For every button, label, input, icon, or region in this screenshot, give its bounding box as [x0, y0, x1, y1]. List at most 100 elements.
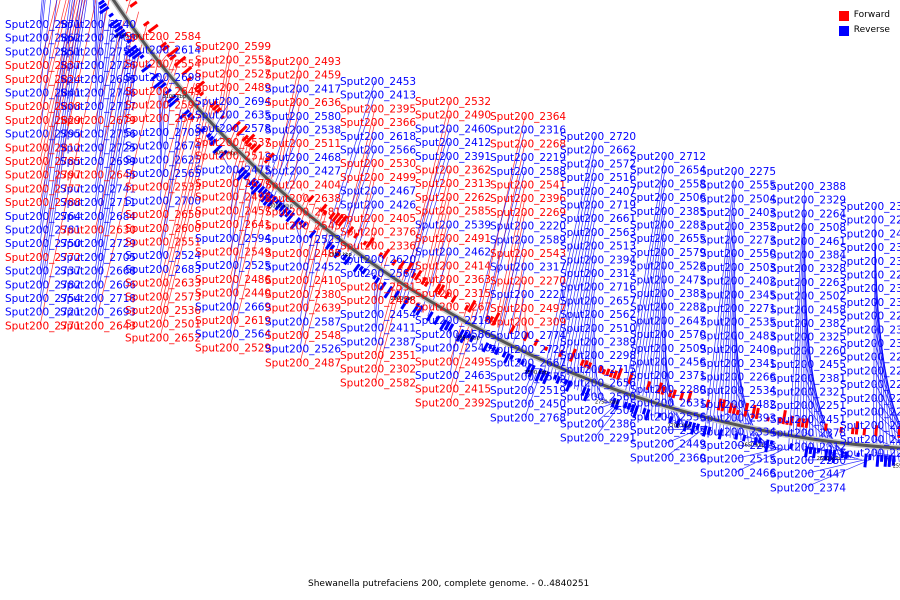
- kbp-tick-label: 2950 kbp: [328, 252, 352, 258]
- gene-label: Sput200_2312: [770, 441, 846, 453]
- leader-line: [159, 107, 217, 338]
- gene-label: Sput200_2641: [195, 219, 271, 231]
- reverse-gene-mark: [582, 387, 591, 402]
- kbp-tick-label: 2800 kbp: [524, 370, 548, 376]
- gene-label: Sput200_2512: [195, 151, 271, 163]
- gene-label: Sput200_2788: [5, 197, 81, 209]
- reverse-gene-mark: [459, 330, 469, 344]
- leader-line: [94, 21, 112, 148]
- reverse-gene-mark: [520, 359, 525, 366]
- reverse-gene-mark: [114, 25, 124, 34]
- gene-label: Sput200_2280: [630, 384, 706, 396]
- forward-gene-mark: [839, 426, 843, 433]
- reverse-gene-mark: [481, 342, 490, 353]
- forward-gene-mark: [543, 346, 549, 352]
- gene-label: Sput200_2459: [265, 70, 341, 82]
- forward-gene-mark: [219, 114, 225, 120]
- gene-label: Sput200_2771: [5, 320, 81, 332]
- leader-line: [299, 184, 302, 191]
- forward-gene-mark: [731, 405, 737, 415]
- gene-label: Sput200_2316: [490, 125, 566, 137]
- gene-label: Sput200_2708: [60, 33, 136, 45]
- leader-line: [495, 184, 526, 323]
- leader-line: [374, 284, 378, 328]
- leader-line: [326, 94, 376, 248]
- forward-gene-mark: [404, 261, 414, 275]
- leader-line: [159, 101, 212, 311]
- gene-label: Sput200_2296: [840, 393, 900, 405]
- leader-line: [715, 212, 736, 435]
- leader-line: [279, 74, 301, 172]
- reverse-gene-mark: [260, 190, 272, 203]
- gene-label: Sput200_2264: [770, 208, 846, 220]
- forward-gene-mark: [420, 277, 427, 286]
- reverse-gene-mark: [641, 407, 647, 415]
- reverse-gene-mark: [108, 12, 114, 18]
- leader-line: [39, 0, 88, 312]
- gene-label: Sput200_2532: [415, 96, 491, 108]
- forward-gene-mark: [450, 294, 457, 304]
- gene-label: Sput200_2677: [195, 178, 271, 190]
- gene-label: Sput200_2781: [5, 225, 81, 237]
- forward-gene-mark: [823, 423, 828, 432]
- leader-line: [432, 210, 451, 287]
- reverse-gene-mark: [208, 138, 217, 147]
- gene-label: Sput200_2236: [840, 379, 900, 391]
- leader-line: [374, 268, 406, 383]
- gene-label: Sput200_2543: [490, 248, 566, 260]
- gene-label: Sput200_2562: [560, 309, 636, 321]
- reverse-gene-mark: [439, 319, 448, 331]
- leader-line: [207, 100, 231, 140]
- gene-label: Sput200_2492: [195, 192, 271, 204]
- leader-line: [874, 411, 900, 437]
- leader-line: [263, 88, 301, 195]
- gene-label: Sput200_2851: [5, 46, 81, 58]
- gene-label: Sput200_2273: [700, 235, 776, 247]
- leader-line: [299, 235, 313, 322]
- gene-label: Sput200_2260: [770, 345, 846, 357]
- leader-line: [39, 0, 61, 79]
- gene-label: Sput200_2250: [770, 455, 846, 467]
- gene-label: Sput200_2283: [630, 220, 706, 232]
- gene-label: Sput200_2755: [60, 46, 136, 58]
- gene-label: Sput200_2719: [560, 200, 636, 212]
- leader-line: [650, 265, 666, 417]
- leader-line: [563, 218, 596, 385]
- kbp-tick-label: 3050 kbp: [214, 151, 238, 157]
- gene-label: Sput200_2606: [60, 279, 136, 291]
- gene-label: Sput200_2295: [840, 420, 900, 432]
- gene-label: Sput200_2414: [415, 260, 491, 272]
- gene-label: Sput200_2785: [5, 156, 81, 168]
- leader-line: [444, 265, 451, 295]
- gene-label: Sput200_2466: [700, 467, 776, 479]
- genome-backbone: [109, 0, 900, 452]
- gene-label: Sput200_2413: [340, 90, 416, 102]
- gene-label: Sput200_2567: [340, 268, 416, 280]
- gene-label: Sput200_2599: [195, 41, 271, 53]
- leader-line: [654, 279, 666, 418]
- gene-label: Sput200_2614: [125, 45, 201, 57]
- gene-label: Sput200_2711: [60, 197, 136, 209]
- gene-label: Sput200_2531: [340, 282, 416, 294]
- gene-label: Sput200_2511: [265, 138, 341, 150]
- reverse-gene-mark: [491, 345, 497, 353]
- forward-gene-mark: [671, 389, 677, 399]
- gene-label: Sput200_2454: [340, 309, 416, 321]
- forward-gene-mark: [196, 88, 202, 94]
- gene-label: Sput200_2643: [60, 320, 136, 332]
- reverse-gene-mark: [701, 425, 708, 437]
- forward-gene-mark: [307, 194, 315, 203]
- gene-label: Sput200_2647: [630, 315, 706, 327]
- reverse-gene-mark: [629, 404, 636, 413]
- label-leader-lines: [39, 0, 900, 488]
- gene-label: Sput200_2263: [770, 277, 846, 289]
- forward-gene-mark: [168, 53, 177, 61]
- genome-backbone-line: [111, 0, 900, 450]
- gene-label: Sput200_2460: [415, 123, 491, 135]
- forward-gene-mark: [391, 259, 398, 266]
- gene-label: Sput200_2662: [560, 145, 636, 157]
- kbp-tick-label: 2600 kbp: [817, 456, 841, 462]
- reverse-gene-mark: [139, 54, 145, 60]
- reverse-gene-mark: [466, 332, 472, 339]
